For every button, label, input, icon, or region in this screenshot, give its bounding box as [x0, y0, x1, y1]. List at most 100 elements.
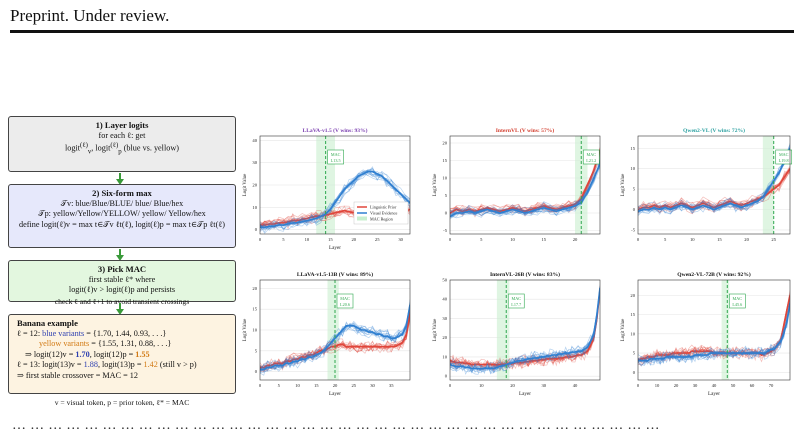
y-tick-label: 15 — [630, 312, 635, 317]
mac-label: MAC — [733, 296, 743, 301]
x-tick-label: 15 — [314, 383, 319, 388]
x-tick-label: 10 — [510, 237, 515, 242]
banana-l2c: = {1.55, 1.31, 0.88, . . .} — [89, 339, 172, 348]
banana-l1c: = {1.70, 1.44, 0.93, . . .} — [84, 328, 167, 338]
banana-l3c: , logit(12)p = — [89, 349, 136, 359]
series-line-visual — [260, 304, 410, 371]
y-axis-label: Logit Value — [621, 319, 626, 341]
banana-title: Banana example — [17, 318, 78, 328]
x-tick-label: 25 — [771, 237, 776, 242]
x-tick-label: 20 — [351, 237, 356, 242]
y-tick-label: 15 — [630, 146, 635, 151]
mac-label: L45.6 — [732, 302, 742, 307]
series-trace-visual — [450, 162, 600, 218]
y-axis-label: Logit Value — [243, 174, 248, 196]
chart-title: InternVL-26B (V wins: 83%) — [490, 271, 560, 278]
series-bundle — [450, 284, 600, 375]
x-tick-label: 0 — [259, 237, 262, 242]
step2-line3: define logit(ℓ)v = max t∈𝒯v ℓt(ℓ), logit… — [19, 219, 225, 229]
x-tick-label: 25 — [351, 383, 356, 388]
x-tick-label: 10 — [690, 237, 695, 242]
mac-label: L13.5 — [331, 158, 341, 163]
step3-title: 3) Pick MAC — [97, 264, 147, 274]
series-trace-visual — [450, 291, 600, 374]
y-tick-label: 10 — [252, 328, 257, 333]
footer-text: … … … … … … … … … … … … … … … … … … … … … — [12, 418, 660, 433]
mac-label: MAC — [779, 152, 789, 157]
x-tick-label: 50 — [731, 383, 736, 388]
x-tick-label: 20 — [744, 237, 749, 242]
x-axis-label: Layer — [329, 245, 341, 251]
y-axis-label: Logit Value — [433, 174, 438, 196]
banana-line5: ⇒ first stable crossover = MAC = 12 — [17, 370, 138, 380]
mac-label: L17.7 — [511, 302, 521, 307]
arrow-3-4 — [116, 303, 124, 315]
series-trace-visual — [638, 304, 790, 367]
series-trace-visual — [260, 304, 410, 374]
step1-box: 1) Layer logits for each ℓ: get logit(ℓ)… — [8, 116, 236, 172]
x-tick-label: 40 — [712, 383, 717, 388]
series-bundle — [638, 142, 790, 216]
y-tick-label: 20 — [630, 293, 635, 298]
banana-l1b: blue variants — [42, 328, 85, 338]
check-note: check ℓ and ℓ+1 to avoid transient cross… — [54, 297, 190, 306]
series-trace-prior — [638, 171, 790, 215]
y-tick-label: 10 — [442, 176, 447, 181]
series-trace-visual — [638, 304, 790, 367]
y-axis-label: Logit Value — [621, 174, 626, 196]
legend-swatch — [357, 216, 367, 221]
mac-label: MAC — [331, 152, 341, 157]
banana-l3a: ⇒ logit(12)v = — [25, 349, 76, 359]
banana-line4: ℓ = 13: logit(13)v = 1.88, logit(13)p = … — [17, 360, 235, 371]
x-tick-label: 35 — [389, 383, 394, 388]
mac-label: L21.2 — [586, 158, 596, 163]
chart-title: LLaVA-v1.5-13B (V wins: 89%) — [297, 271, 373, 278]
step3-line2: logit(ℓ)v > logit(ℓ)p and persists — [68, 285, 176, 294]
legend-label: Visual Evidence — [370, 211, 397, 216]
series-trace-visual — [450, 161, 600, 216]
series-line-visual — [638, 147, 790, 213]
y-tick-label: 15 — [442, 158, 447, 163]
y-tick-label: 10 — [252, 205, 257, 210]
banana-l4a: ℓ = 13: logit(13)v = — [17, 360, 84, 369]
x-tick-label: 10 — [305, 237, 310, 242]
x-tick-label: 0 — [637, 237, 640, 242]
notation-note: v = visual token, p = prior token, ℓ* = … — [54, 398, 190, 407]
series-trace-visual — [638, 302, 790, 361]
y-tick-label: 0 — [445, 374, 448, 379]
x-axis-label: Layer — [329, 391, 341, 397]
series-line-prior — [450, 289, 600, 366]
x-tick-label: 5 — [278, 383, 281, 388]
y-tick-label: 5 — [633, 351, 636, 356]
step1-title: 1) Layer logits — [95, 120, 149, 130]
x-tick-label: 20 — [510, 383, 515, 388]
series-trace-visual — [450, 290, 600, 372]
mac-region — [721, 280, 730, 380]
legend-label: Linguistic Prior — [370, 205, 397, 210]
x-tick-label: 0 — [449, 383, 452, 388]
series-trace-visual — [450, 286, 600, 373]
mac-label-box — [728, 293, 746, 309]
charts-grid: MAC L13.5 0 5 10 15 20 25 30 0 10 20 30 40 LLaVA-v1.5 … — [238, 122, 800, 402]
banana-example-box: Banana example ℓ = 12: blue variants = {… — [8, 314, 236, 394]
y-tick-label: 5 — [445, 193, 448, 198]
x-tick-label: 15 — [717, 237, 722, 242]
page-header: Preprint. Under review. — [10, 6, 170, 25]
axes-frame — [259, 279, 411, 381]
series-trace-visual — [638, 303, 790, 365]
series-trace-visual — [450, 290, 600, 373]
y-tick-label: 5 — [255, 348, 258, 353]
chart-title: Qwen2-VL-72B (V wins: 92%) — [677, 271, 751, 278]
series-trace-prior — [450, 154, 600, 216]
series-trace-visual — [450, 287, 600, 371]
y-tick-label: 0 — [255, 369, 258, 374]
y-tick-label: 10 — [442, 354, 447, 359]
y-tick-label: 40 — [442, 297, 447, 302]
series-trace-prior — [450, 286, 600, 369]
y-tick-label: -5 — [443, 228, 448, 233]
x-tick-label: 30 — [693, 383, 698, 388]
step1-line2: logit(ℓ)v, logit(ℓ)p (blue vs. yellow) — [65, 142, 179, 156]
